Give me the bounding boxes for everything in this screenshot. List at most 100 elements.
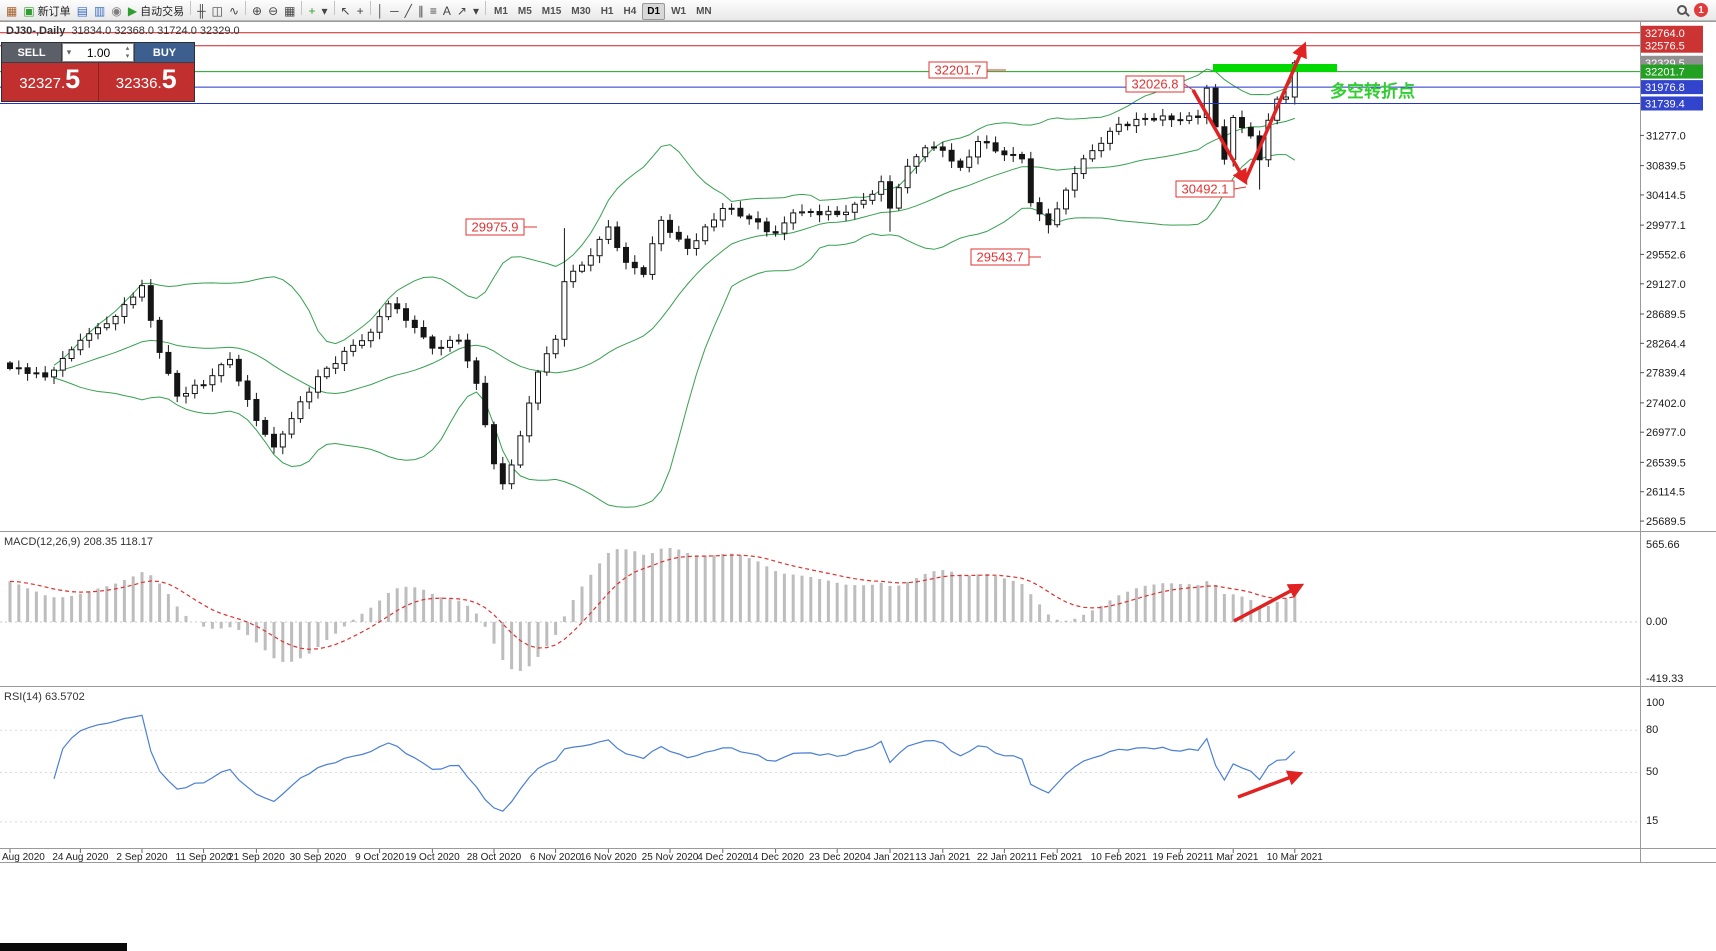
time-axis-label: 19 Feb 2021: [1152, 852, 1209, 863]
svg-text:32201.7: 32201.7: [935, 63, 982, 78]
sell-price[interactable]: 32327. 5: [2, 63, 99, 101]
tile-windows-icon[interactable]: ▦: [281, 2, 298, 19]
charts-window-icon[interactable]: ▦: [3, 2, 20, 19]
spinner-up-icon[interactable]: ▴: [125, 44, 130, 52]
price-annotation-30492.1[interactable]: 30492.1: [1175, 180, 1247, 198]
chart-background: [0, 21, 1716, 862]
volume-dropdown-icon[interactable]: ▾: [66, 47, 72, 57]
trendline-icon[interactable]: ╱: [402, 2, 415, 19]
rsi-line: [53, 714, 1296, 812]
price-annotation-29975.9[interactable]: 29975.9: [465, 218, 537, 236]
bollinger-upper-band: [53, 68, 1296, 366]
buy-button[interactable]: BUY: [135, 43, 194, 62]
bollinger-lower-band: [53, 154, 1296, 508]
price-axis-tick: 27402.0: [1646, 398, 1686, 410]
channel-icon[interactable]: ∥: [415, 2, 427, 19]
cursor-icon[interactable]: ↖: [338, 2, 354, 19]
timeframe-m30[interactable]: M30: [571, 5, 591, 17]
horizontal-line-icon[interactable]: ─: [387, 2, 402, 19]
macd-histogram: [8, 548, 1297, 671]
timeframe-w1[interactable]: W1: [671, 5, 687, 17]
time-axis-label: 11 Sep 2020: [176, 852, 232, 863]
toolbar-separator: [369, 0, 371, 15]
volume-spinner[interactable]: ▴ ▾: [122, 45, 133, 61]
shapes-dropdown-icon[interactable]: ▾: [470, 2, 482, 19]
rsi-axis-label: 15: [1646, 815, 1658, 827]
spinner-down-icon[interactable]: ▾: [125, 52, 130, 60]
timeframe-m5[interactable]: M5: [517, 5, 532, 17]
resistance-zone-highlight[interactable]: [1213, 64, 1337, 72]
svg-text:31739.4: 31739.4: [1645, 98, 1685, 110]
sell-button[interactable]: SELL: [2, 43, 61, 62]
timeframe-m15[interactable]: M15: [541, 5, 562, 17]
time-axis-label: 25 Nov 2020: [642, 852, 699, 863]
price-annotation-29543.7[interactable]: 29543.7: [970, 248, 1041, 266]
data-window-icon[interactable]: ▥: [91, 2, 108, 19]
price-axis-tick: 29977.1: [1646, 220, 1686, 232]
zoom-in-icon: ⊕: [252, 3, 263, 18]
bar-chart-icon[interactable]: ╫: [194, 2, 209, 19]
indicators-icon[interactable]: +: [305, 2, 318, 19]
time-axis[interactable]: Aug 2020 24 Aug 2020 2 Sep 2020 11 Sep 2020…: [2, 849, 1323, 863]
price-axis-tick: 26539.5: [1646, 457, 1686, 469]
buy-price-main: 32336.: [115, 75, 162, 92]
navigator-icon: ◉: [111, 3, 122, 18]
toolbar-separator: [484, 0, 486, 15]
indicators-dropdown-icon[interactable]: ▾: [319, 2, 331, 19]
line-chart-icon[interactable]: ∿: [226, 2, 242, 19]
crosshair-icon[interactable]: +: [354, 2, 367, 19]
rsi-axis-label: 80: [1646, 724, 1658, 736]
market-watch-icon[interactable]: ▤: [74, 2, 91, 19]
vertical-line-icon: │: [376, 3, 385, 18]
timeframe-h4[interactable]: H4: [623, 5, 637, 17]
arrows-tool-icon[interactable]: ↗: [454, 2, 470, 19]
price-axis[interactable]: 31277.0 30839.5 30414.5 29977.1 29552.6 29127…: [1640, 25, 1703, 528]
new-order-button[interactable]: ▣ 新订单: [20, 2, 73, 19]
autotrading-button[interactable]: ▶ 自动交易: [125, 2, 187, 19]
timeframe-d1[interactable]: D1: [642, 2, 666, 20]
main-toolbar: ▦ ▣ 新订单 ▤ ▥ ◉ ▶ 自动交易 ╫ ◫ ∿ ⊕ ⊖ ▦ + ▾ ↖ + │ ─ ╱ ∥ ≡ A ↗ ▾ M1 M5 M15 M…: [0, 0, 1716, 21]
indicators-icon: +: [308, 3, 316, 18]
price-marker-31739.4: 31739.4: [1641, 96, 1703, 111]
candlestick-chart-icon[interactable]: ◫: [209, 2, 226, 19]
line-chart-icon: ∿: [228, 3, 240, 18]
zoom-in-icon[interactable]: ⊕: [249, 2, 265, 19]
notification-badge[interactable]: 1: [1694, 3, 1708, 17]
time-axis-label: 28 Oct 2020: [467, 852, 522, 863]
timeframe-h1[interactable]: H1: [600, 5, 614, 17]
price-axis-tick: 28264.4: [1646, 338, 1686, 350]
rsi-axis-label: 50: [1646, 766, 1658, 778]
trend-arrow[interactable]: [1243, 41, 1307, 182]
text-icon[interactable]: A: [440, 2, 454, 19]
price-annotation-32201.7[interactable]: 32201.7: [928, 61, 1006, 79]
buy-price[interactable]: 32336. 5: [98, 63, 194, 101]
time-axis-label: 6 Nov 2020: [530, 852, 582, 863]
svg-text:31976.8: 31976.8: [1645, 82, 1685, 94]
volume-field[interactable]: ▾ 1.00 ▴ ▾: [62, 43, 134, 62]
candlestick-chart-icon: ◫: [211, 3, 223, 18]
trade-panel-prices: 32327. 5 32336. 5: [2, 63, 194, 101]
macd-label: MACD(12,26,9) 208.35 118.17: [4, 536, 153, 548]
volume-value[interactable]: 1.00: [86, 45, 111, 60]
arrows-tool-icon: ↗: [456, 3, 467, 18]
timeframe-m1[interactable]: M1: [493, 5, 508, 17]
sell-price-main: 32327.: [19, 75, 66, 92]
search-icon[interactable]: [1677, 5, 1687, 15]
trend-arrow[interactable]: [1233, 583, 1305, 623]
timeframe-toolbar: M1 M5 M15 M30 H1 H4 D1 W1 MN: [489, 1, 717, 20]
price-annotation-32026.8[interactable]: 32026.8: [1125, 75, 1197, 93]
vertical-line-icon[interactable]: │: [374, 2, 388, 19]
timeframe-mn[interactable]: MN: [696, 5, 712, 17]
shapes-dropdown-icon: ▾: [472, 3, 479, 18]
svg-text:32201.7: 32201.7: [1645, 67, 1685, 79]
price-marker-32201.7: 32201.7: [1641, 64, 1703, 79]
price-axis-tick: 28689.5: [1646, 309, 1686, 321]
trend-arrow[interactable]: [1237, 770, 1304, 799]
navigator-icon[interactable]: ◉: [108, 2, 124, 19]
trend-arrow[interactable]: [1191, 89, 1248, 186]
zoom-out-icon[interactable]: ⊖: [265, 2, 281, 19]
fibonacci-icon[interactable]: ≡: [427, 2, 440, 19]
price-axis-tick: 31277.0: [1646, 130, 1686, 142]
time-axis-label: 2 Sep 2020: [116, 852, 168, 863]
